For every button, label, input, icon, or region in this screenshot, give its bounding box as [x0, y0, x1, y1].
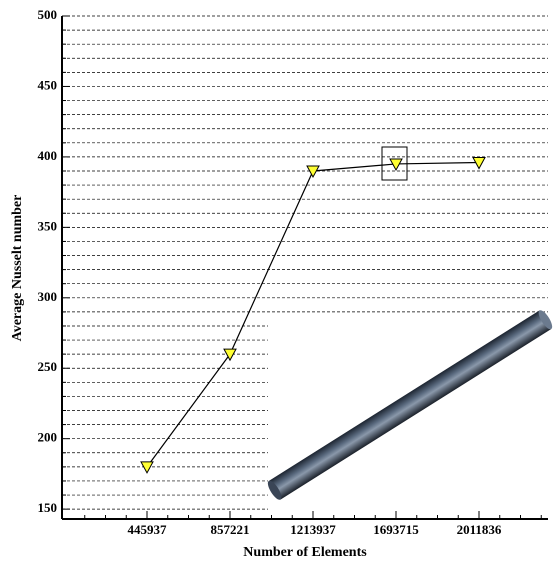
x-tick-label: 2011836 — [457, 522, 502, 537]
y-tick-label: 400 — [38, 148, 58, 163]
y-tick-label: 200 — [38, 430, 58, 445]
y-tick-label: 350 — [38, 218, 58, 233]
cylinder-end — [538, 310, 553, 330]
y-tick-label: 300 — [38, 289, 58, 304]
cylinder-mesh — [267, 310, 553, 500]
highlight-box — [381, 146, 408, 181]
marker — [306, 165, 320, 179]
inset-mesh-image — [267, 310, 559, 520]
x-tick-label: 1693715 — [373, 522, 419, 537]
x-axis-label: Number of Elements — [243, 545, 367, 560]
y-tick-label: 250 — [38, 359, 58, 374]
plot-layer: 150 200 250 300 350 400 450 500 445937 857221 1213… — [38, 7, 542, 537]
cylinder-body — [268, 310, 552, 500]
marker — [472, 157, 486, 170]
y-tick-label: 500 — [38, 7, 58, 22]
y-tick-label: 150 — [38, 500, 58, 515]
y-tick-label: 450 — [38, 77, 58, 92]
y-axis-label: Average Nusselt number — [10, 195, 25, 342]
x-tick-label: 445937 — [128, 522, 168, 537]
marker — [140, 461, 154, 474]
cylinder-end — [267, 480, 282, 500]
x-tick-label: 1213937 — [290, 522, 336, 537]
marker — [223, 348, 237, 362]
x-tick-label: 857221 — [211, 522, 250, 537]
marker — [389, 158, 403, 171]
